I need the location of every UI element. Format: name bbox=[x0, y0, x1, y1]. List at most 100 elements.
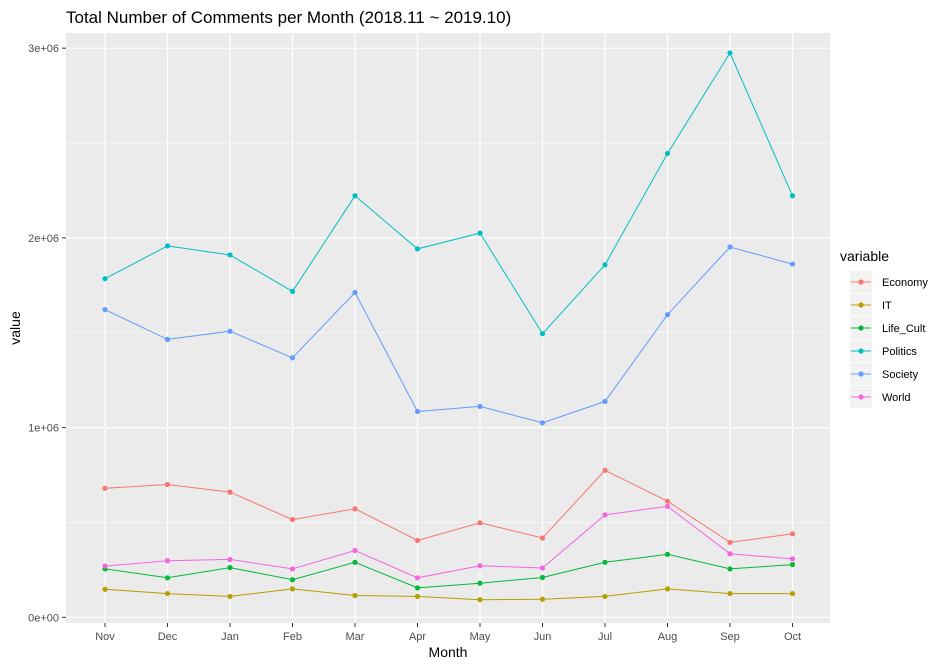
x-tick-label: Mar bbox=[346, 631, 365, 643]
plot-panel bbox=[66, 33, 830, 623]
legend-item-society: Society bbox=[850, 363, 919, 385]
series-world bbox=[102, 503, 796, 581]
data-point-politics bbox=[477, 230, 483, 236]
legend-label-life-cult: Life_Cult bbox=[882, 323, 925, 335]
data-point-politics bbox=[352, 193, 358, 199]
data-point-life-cult bbox=[414, 585, 421, 591]
data-point-life-cult bbox=[227, 565, 233, 571]
data-point-politics bbox=[664, 150, 671, 157]
data-point-politics bbox=[102, 276, 108, 282]
chart-title: Total Number of Comments per Month (2018… bbox=[66, 8, 511, 27]
x-tick-label: Aug bbox=[658, 631, 678, 643]
data-point-world bbox=[477, 563, 483, 569]
legend-label-it: IT bbox=[882, 300, 892, 312]
data-point-world bbox=[727, 551, 733, 557]
data-point-it bbox=[727, 590, 733, 597]
data-point-life-cult bbox=[477, 580, 483, 586]
series-life-cult bbox=[102, 551, 796, 591]
series-society bbox=[102, 244, 796, 426]
data-point-society bbox=[414, 408, 421, 415]
y-axis-title: value bbox=[7, 311, 23, 345]
data-point-it bbox=[477, 597, 483, 603]
legend-item-life-cult: Life_Cult bbox=[850, 317, 925, 339]
data-point-society bbox=[352, 289, 358, 296]
series-it bbox=[102, 586, 796, 603]
data-point-it bbox=[102, 586, 108, 592]
data-point-economy bbox=[227, 489, 233, 495]
x-tick-label: Nov bbox=[95, 631, 115, 643]
data-point-life-cult bbox=[539, 574, 546, 581]
data-point-economy bbox=[414, 537, 421, 544]
data-point-world bbox=[664, 503, 671, 509]
legend-label-politics: Politics bbox=[882, 346, 917, 358]
data-point-politics bbox=[539, 331, 546, 337]
y-tick-label: 2e+06 bbox=[28, 233, 59, 245]
legend-key-point-life-cult bbox=[858, 325, 864, 331]
data-point-world bbox=[227, 556, 233, 563]
x-tick-label: Oct bbox=[784, 631, 801, 643]
data-point-world bbox=[539, 565, 546, 571]
data-point-politics bbox=[789, 193, 796, 199]
data-point-life-cult bbox=[789, 561, 796, 568]
x-tick-label: Dec bbox=[158, 631, 178, 643]
legend-label-economy: Economy bbox=[882, 277, 928, 289]
data-point-politics bbox=[414, 246, 421, 252]
data-point-economy bbox=[789, 531, 796, 537]
x-tick-label: Jun bbox=[534, 631, 552, 643]
data-point-society bbox=[727, 244, 733, 250]
data-point-economy bbox=[539, 535, 546, 541]
data-point-economy bbox=[164, 481, 171, 488]
data-point-politics bbox=[727, 50, 733, 56]
data-point-politics bbox=[602, 262, 608, 268]
series-line-it bbox=[104, 588, 793, 601]
data-point-life-cult bbox=[352, 559, 358, 565]
data-point-economy bbox=[727, 539, 733, 545]
data-point-it bbox=[414, 593, 421, 600]
x-tick-label: Feb bbox=[283, 631, 302, 643]
data-point-life-cult bbox=[664, 551, 671, 557]
data-point-economy bbox=[289, 517, 296, 523]
data-point-world bbox=[789, 556, 796, 562]
data-point-society bbox=[664, 312, 671, 318]
data-point-life-cult bbox=[727, 566, 733, 572]
x-tick-label: Jan bbox=[221, 631, 239, 643]
data-point-society bbox=[789, 261, 796, 267]
data-point-world bbox=[414, 575, 421, 581]
series-economy bbox=[102, 467, 796, 545]
data-point-it bbox=[289, 586, 296, 592]
data-point-world bbox=[289, 566, 296, 572]
legend-label-society: Society bbox=[882, 369, 919, 381]
series-politics bbox=[102, 50, 796, 337]
legend-key-point-society bbox=[858, 371, 864, 377]
data-point-economy bbox=[102, 485, 108, 491]
data-point-it bbox=[789, 590, 796, 597]
data-point-it bbox=[664, 586, 671, 592]
data-point-world bbox=[352, 547, 358, 554]
data-point-life-cult bbox=[602, 559, 608, 565]
data-point-society bbox=[602, 398, 608, 405]
legend-key-point-economy bbox=[858, 279, 864, 285]
legend-key-point-it bbox=[858, 302, 864, 308]
series-layer bbox=[102, 50, 796, 603]
legend: variable Economy IT Life_Cult Politics Socie… bbox=[840, 248, 928, 408]
series-line-world bbox=[104, 505, 793, 579]
data-point-politics bbox=[227, 252, 233, 258]
data-point-it bbox=[602, 593, 608, 600]
data-point-economy bbox=[602, 467, 608, 473]
series-line-economy bbox=[104, 469, 793, 543]
data-point-economy bbox=[477, 520, 483, 526]
data-point-it bbox=[352, 592, 358, 599]
legend-item-it: IT bbox=[850, 294, 892, 316]
data-point-world bbox=[164, 558, 171, 564]
data-point-society bbox=[164, 336, 171, 342]
legend-key-point-politics bbox=[858, 348, 864, 354]
data-point-society bbox=[289, 355, 296, 361]
legend-key-point-world bbox=[858, 394, 864, 400]
x-tick-label: Apr bbox=[409, 631, 426, 643]
data-point-society bbox=[477, 403, 483, 409]
x-tick-label: May bbox=[470, 631, 491, 643]
data-point-world bbox=[602, 512, 608, 518]
data-point-world bbox=[102, 563, 108, 569]
data-point-politics bbox=[164, 243, 171, 249]
legend-item-world: World bbox=[850, 386, 911, 408]
